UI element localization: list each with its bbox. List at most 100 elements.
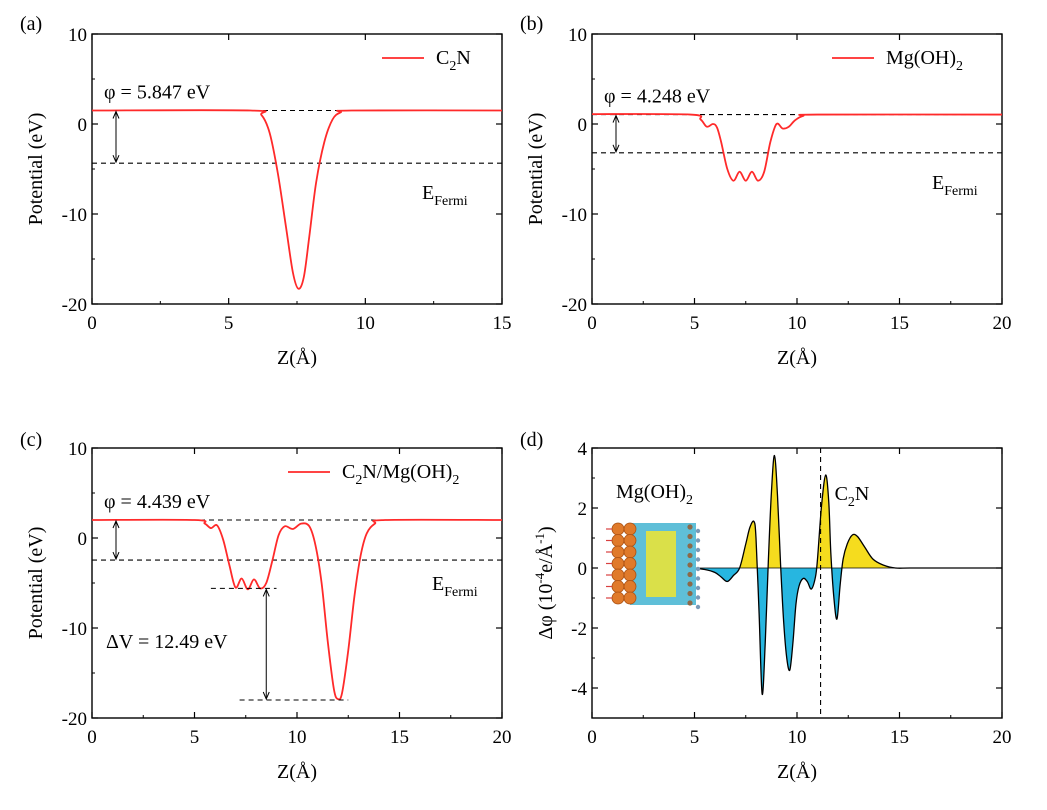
x-tick-label: 15 [890,313,909,334]
phi-arrow-head-up [612,114,620,123]
fermi-level-label: EFermi [432,573,478,600]
plot-frame [91,33,503,305]
phi-arrow-head-down [112,551,120,561]
right-material-label: C2N [835,483,870,510]
legend-label-part-2: N/Mg(OH) [362,461,452,483]
y-axis-label-part-1: -4 [532,572,547,583]
plot-frame [591,33,1003,305]
inset-atom [623,522,637,536]
structure-inset [606,522,701,610]
inset-carbon-atom [687,552,693,559]
inset-atom [611,568,625,582]
plot-area [592,113,1002,182]
y-axis-label-part-4: ) [535,526,557,533]
x-tick-label: 5 [690,313,700,334]
inset-atom [623,591,637,605]
inset-atom [611,534,625,547]
inset-carbon-atom [687,581,693,587]
x-axis-label: Z(Å) [777,761,817,783]
x-tick-label: 10 [788,313,807,334]
left-material-label: Mg(OH)2 [616,481,693,508]
inset-carbon-atom [687,543,693,549]
legend-label: C2N [436,47,471,74]
work-function-label: φ = 4.248 eV [604,86,711,108]
panel-label: (c) [20,429,42,451]
x-axis-label: Z(Å) [277,761,317,783]
y-axis-label: Potential (eV) [525,113,547,226]
phi-arrow-head-up [112,519,120,529]
inset-atom [611,522,625,536]
inset-nitrogen-atom [695,604,701,610]
legend-label-part-2: N [456,47,470,69]
inset-atom [611,580,625,593]
y-tick-label: 4 [578,439,588,460]
inset-atom [623,568,637,582]
x-tick-label: 0 [587,727,597,748]
legend-label-part-0: C [436,47,449,69]
y-axis-label: Potential (eV) [25,113,47,226]
plot-area [690,454,1002,695]
y-tick-label: -20 [562,295,587,316]
y-axis-label-part-3: -1 [532,533,547,544]
y-tick-label: 0 [578,559,588,580]
y-tick-label: -2 [571,619,587,640]
y-axis-label: Potential (eV) [25,527,47,640]
right-material-label-part-2: N [855,483,869,505]
inset-nitrogen-atom [695,566,701,572]
y-tick-label: -10 [562,205,587,226]
x-tick-label: 20 [993,313,1012,334]
x-axis-label: Z(Å) [777,347,817,369]
inset-nitrogen-atom [695,547,701,553]
series-line [690,454,1002,695]
series-line [92,518,502,701]
inset-carbon-atom [687,571,693,578]
inset-carbon-atom [687,524,693,530]
fermi-level-label-part-0: E [422,182,434,204]
x-tick-label: 15 [493,313,512,334]
x-tick-label: 0 [87,313,97,334]
panel-label: (b) [520,13,543,35]
x-tick-label: 5 [690,727,700,748]
fermi-level-label: EFermi [422,182,468,209]
y-tick-label: 10 [68,25,87,46]
inset-carbon-atom [687,533,693,540]
series-line [592,113,1002,182]
x-tick-label: 0 [87,727,97,748]
inset-nitrogen-atom [695,595,701,600]
x-tick-label: 15 [890,727,909,748]
x-tick-label: 0 [587,313,597,334]
y-tick-label: 0 [78,115,88,136]
y-tick-label: 2 [578,499,588,520]
legend-label-part-1: 2 [355,473,362,488]
fermi-level-label-part-1: Fermi [444,585,478,600]
fermi-level-label-part-0: E [432,573,444,595]
work-function-label: φ = 4.439 eV [104,491,211,513]
y-tick-label: 10 [68,439,87,460]
inset-nitrogen-atom [695,538,701,543]
inset-carbon-atom [687,600,693,606]
y-tick-label: -20 [62,295,87,316]
left-material-label-part-0: Mg(OH) [616,481,686,503]
y-tick-label: -10 [62,619,87,640]
fermi-level-label: EFermi [932,172,978,199]
x-tick-label: 5 [190,727,200,748]
work-function-label: φ = 5.847 eV [104,82,211,104]
y-tick-label: 0 [78,529,88,550]
y-axis-label-part-0: Δφ (10 [535,584,557,640]
legend-label-part-1: 2 [449,59,456,74]
x-tick-label: 10 [788,727,807,748]
inset-atom [623,534,637,547]
y-tick-label: -20 [62,709,87,730]
fermi-level-label-part-1: Fermi [944,184,978,199]
inset-isosurface-yellow [646,531,676,597]
inset-atom [611,557,625,570]
inset-nitrogen-atom [695,557,701,562]
y-axis-label-part-2: e/Å [535,543,557,572]
fermi-level-label-part-1: Fermi [434,194,468,209]
panel-label: (a) [20,13,42,35]
phi-arrow-head-up [112,110,120,119]
inset-nitrogen-atom [695,585,701,591]
panel-a: (a) 0 5 10 15 -20 -10 0 10 Z(Å) Potential (eV) φ = … [20,13,512,369]
